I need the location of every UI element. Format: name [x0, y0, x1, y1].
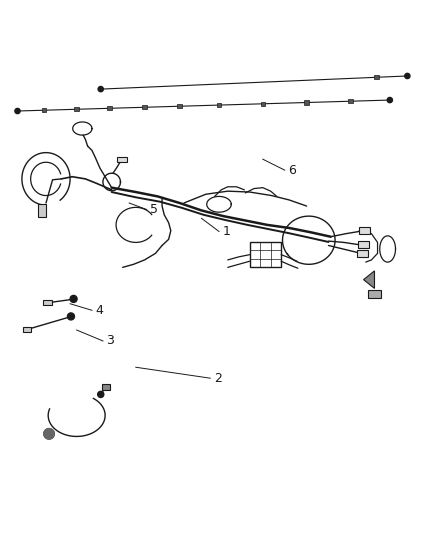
Text: 6: 6	[288, 164, 296, 176]
Bar	[374, 75, 379, 79]
Bar	[359, 227, 370, 234]
Polygon shape	[364, 271, 374, 288]
Bar	[142, 105, 147, 109]
Bar	[107, 106, 112, 110]
Circle shape	[405, 74, 410, 78]
Circle shape	[98, 391, 104, 398]
Circle shape	[387, 98, 392, 103]
Bar	[304, 100, 309, 104]
Bar	[38, 204, 46, 217]
Bar	[250, 242, 281, 268]
Text: 1: 1	[223, 225, 230, 238]
Polygon shape	[44, 429, 54, 439]
Bar	[177, 104, 182, 108]
Text: 5: 5	[150, 203, 158, 216]
Bar	[358, 241, 369, 248]
Text: 2: 2	[214, 372, 222, 385]
Bar	[217, 103, 221, 107]
Bar	[102, 384, 110, 390]
Bar	[261, 102, 265, 106]
Circle shape	[98, 86, 103, 92]
Bar	[348, 99, 353, 103]
Text: 4: 4	[95, 304, 103, 317]
Bar	[43, 300, 52, 305]
Bar	[23, 327, 31, 332]
Circle shape	[15, 108, 20, 114]
Bar	[42, 108, 46, 112]
Bar	[74, 107, 79, 111]
Bar	[368, 290, 381, 297]
Bar	[117, 157, 127, 162]
Circle shape	[70, 295, 77, 302]
Text: 3: 3	[106, 335, 114, 348]
Bar	[357, 250, 368, 257]
Circle shape	[67, 313, 74, 320]
